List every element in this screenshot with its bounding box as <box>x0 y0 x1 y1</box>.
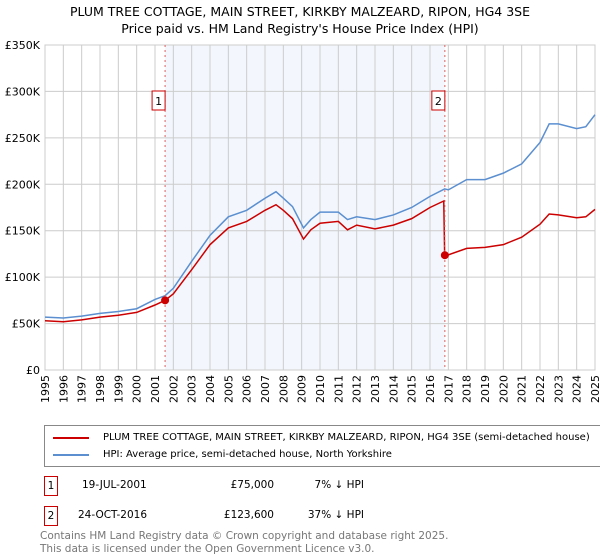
sale-price: £75,000 <box>230 479 274 491</box>
x-tick-label: 1995 <box>39 375 52 403</box>
x-tick-label: 2000 <box>131 375 144 403</box>
sale-point <box>440 251 449 260</box>
y-tick-label: £300K <box>5 85 41 98</box>
x-tick-label: 2021 <box>516 375 529 403</box>
x-tick-label: 2013 <box>369 375 382 403</box>
sale-date: 24-OCT-2016 <box>78 509 147 521</box>
x-tick-label: 2020 <box>497 375 510 403</box>
sale-date: 19-JUL-2001 <box>82 479 147 491</box>
x-tick-label: 2022 <box>534 375 547 403</box>
series-line <box>44 199 596 323</box>
y-tick-label: £200K <box>5 178 41 191</box>
chart-subtitle: Price paid vs. HM Land Registry's House … <box>121 21 479 36</box>
x-tick-label: 2005 <box>222 375 235 403</box>
footer-line: This data is licensed under the Open Gov… <box>40 543 375 555</box>
sale-marker-label: 2 <box>435 95 442 108</box>
y-tick-label: £150K <box>5 225 41 238</box>
x-tick-label: 2004 <box>204 375 217 403</box>
sale-badge: 2 <box>44 506 58 526</box>
x-tick-label: 2011 <box>332 375 345 403</box>
y-tick-label: £50K <box>12 318 41 331</box>
legend-swatch-hpi <box>53 453 89 456</box>
footer-line: Contains HM Land Registry data © Crown c… <box>40 530 449 542</box>
y-tick-label: £250K <box>5 132 41 145</box>
x-tick-label: 2016 <box>424 375 437 403</box>
sale-point <box>161 296 170 305</box>
sale-hpi-diff: 37% ↓ HPI <box>307 509 364 521</box>
x-tick-label: 2018 <box>461 375 474 403</box>
legend-label-price: PLUM TREE COTTAGE, MAIN STREET, KIRKBY M… <box>103 432 590 443</box>
x-tick-label: 2010 <box>314 375 327 403</box>
x-tick-label: 1998 <box>94 375 107 403</box>
chart-title: PLUM TREE COTTAGE, MAIN STREET, KIRKBY M… <box>69 4 531 19</box>
x-tick-label: 2014 <box>387 375 400 403</box>
x-tick-label: 1997 <box>76 375 89 403</box>
x-tick-label: 1996 <box>57 375 70 403</box>
x-tick-label: 2017 <box>442 375 455 403</box>
x-tick-label: 2019 <box>479 375 492 403</box>
legend-label-hpi: HPI: Average price, semi-detached house,… <box>103 449 392 460</box>
y-tick-label: £350K <box>5 39 41 52</box>
x-tick-label: 2015 <box>406 375 419 403</box>
plot-area: 1995 1996 1997 1998 1999 2000 2001 2002 2003 2004… <box>5 39 600 403</box>
x-tick-label: 2009 <box>296 375 309 403</box>
x-tick-label: 2008 <box>277 375 290 403</box>
x-tick-label: 2023 <box>552 375 565 403</box>
x-tick-label: 2025 <box>589 375 600 403</box>
sale-price: £123,600 <box>223 509 274 521</box>
legend: PLUM TREE COTTAGE, MAIN STREET, KIRKBY M… <box>44 425 600 467</box>
sale-marker-badge <box>151 90 166 111</box>
x-tick-label: 2024 <box>571 375 584 403</box>
x-tick-label: 2012 <box>351 375 364 403</box>
sale-marker-badge <box>431 90 446 111</box>
legend-swatch-price <box>53 436 89 439</box>
x-tick-label: 2007 <box>259 375 272 403</box>
sale-marker-label: 1 <box>155 95 162 108</box>
y-tick-label: £100K <box>5 271 41 284</box>
x-tick-label: 2002 <box>167 375 180 403</box>
footer: Contains HM Land Registry data © Crown c… <box>40 530 448 556</box>
series-line <box>44 114 596 319</box>
x-tick-label: 1999 <box>112 375 125 403</box>
y-tick-label: £0 <box>26 364 40 377</box>
x-tick-label: 2001 <box>149 375 162 403</box>
highlight-band <box>165 45 445 370</box>
sale-hpi-diff: 7% ↓ HPI <box>314 479 364 491</box>
x-tick-label: 2006 <box>241 375 254 403</box>
sale-badge: 1 <box>44 476 58 496</box>
x-tick-label: 2003 <box>186 375 199 403</box>
